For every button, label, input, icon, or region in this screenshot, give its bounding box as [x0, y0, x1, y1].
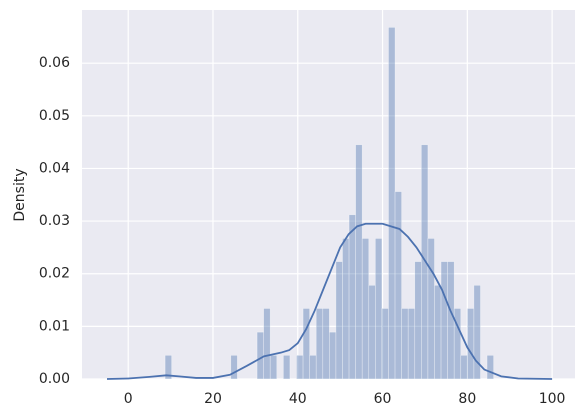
bar	[348, 214, 356, 380]
bar	[256, 331, 264, 380]
bar	[342, 238, 350, 380]
bar	[368, 285, 376, 380]
bar	[335, 261, 343, 380]
bar	[473, 285, 481, 380]
bar	[269, 355, 278, 380]
bar	[375, 238, 383, 380]
x-tick-label: 0	[124, 391, 133, 407]
bar	[460, 355, 468, 380]
bar	[407, 308, 416, 380]
x-tick-label: 20	[204, 391, 222, 407]
bar	[401, 308, 409, 380]
bar	[355, 144, 363, 380]
y-tick-label: 0.00	[39, 371, 70, 387]
x-tick-label: 100	[539, 391, 566, 407]
y-axis-label: Density	[12, 168, 28, 221]
plot-area	[82, 10, 575, 379]
kde-line	[106, 222, 553, 380]
bar	[296, 355, 304, 380]
bar	[447, 261, 455, 380]
bar	[283, 355, 291, 380]
bar	[414, 261, 422, 380]
bar	[329, 331, 337, 380]
bar	[361, 238, 370, 380]
bar	[421, 144, 429, 380]
y-tick-label: 0.01	[39, 318, 70, 334]
bar	[322, 308, 330, 380]
bar	[309, 355, 317, 380]
bar	[453, 308, 462, 380]
x-tick-label: 80	[458, 391, 476, 407]
x-tick-label: 60	[374, 391, 392, 407]
y-tick-label: 0.05	[39, 108, 70, 124]
x-tick-label: 40	[289, 391, 307, 407]
bar	[467, 308, 475, 380]
bar	[486, 355, 494, 380]
bar	[427, 238, 435, 380]
y-tick-label: 0.04	[39, 160, 70, 176]
bar	[381, 308, 389, 380]
bar	[394, 191, 402, 380]
bar	[263, 308, 271, 380]
bar	[315, 308, 324, 380]
bar	[302, 308, 310, 380]
bar	[230, 355, 238, 380]
bar	[164, 355, 172, 380]
bar	[388, 27, 396, 380]
bar	[440, 261, 448, 380]
bar	[434, 285, 442, 380]
y-tick-label: 0.02	[39, 266, 70, 282]
y-tick-label: 0.03	[39, 213, 70, 229]
y-tick-label: 0.06	[39, 55, 70, 71]
